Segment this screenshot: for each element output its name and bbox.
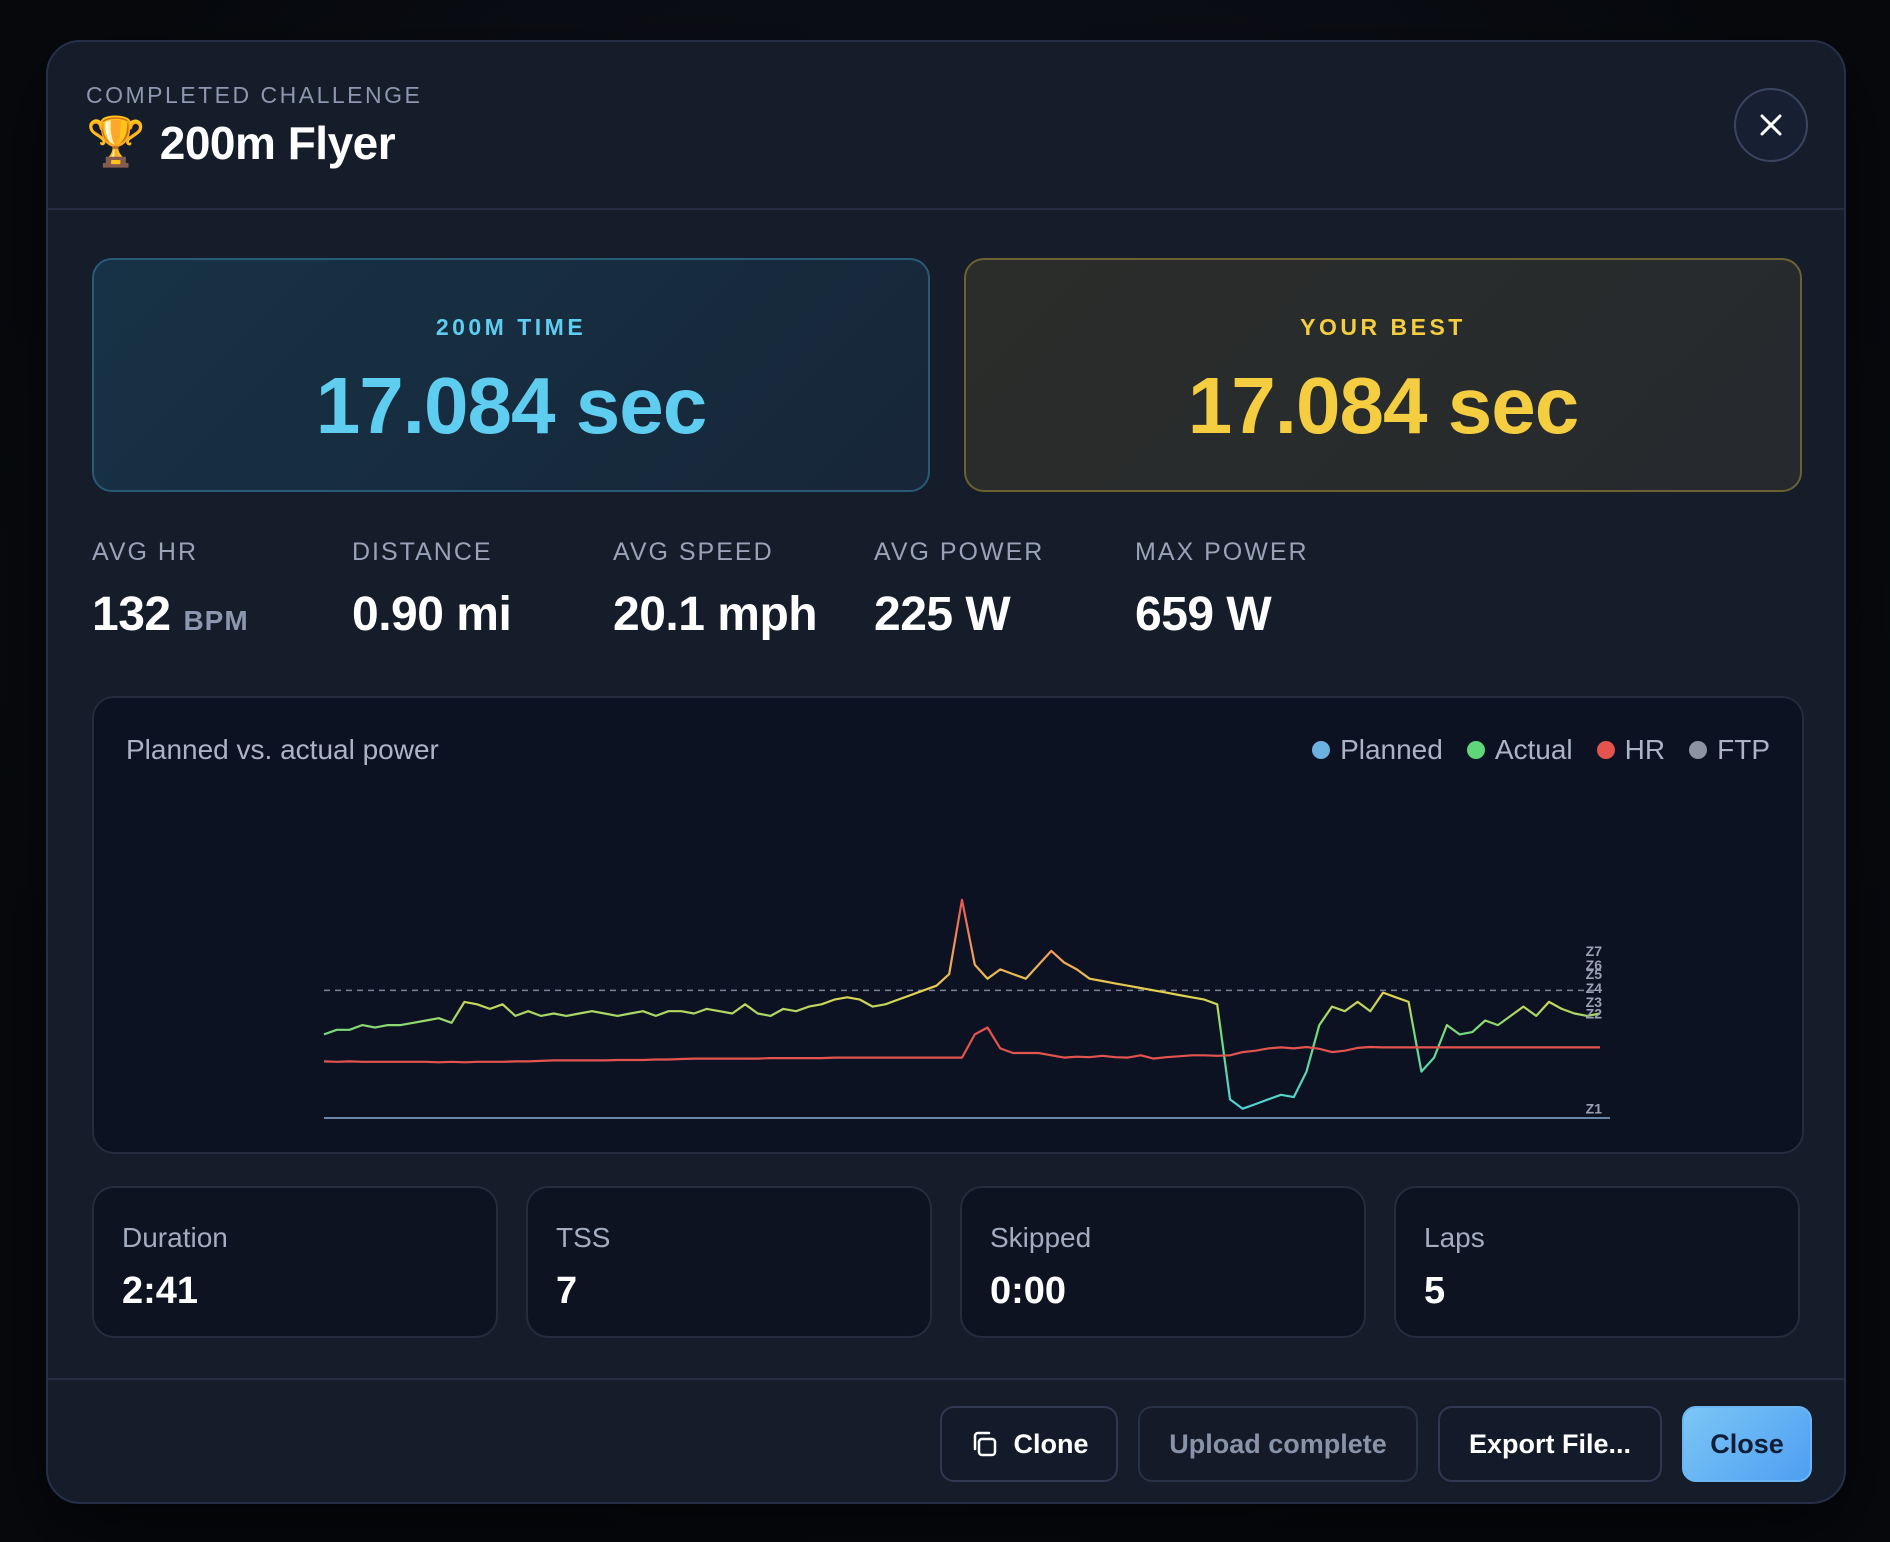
stat-avg-hr: AVG HR 132 BPM (92, 538, 249, 642)
stat-label: AVG SPEED (613, 538, 774, 566)
series-line-hr (323, 1026, 1600, 1064)
legend-label: FTP (1717, 734, 1770, 765)
summary-value: 2:41 (122, 1270, 199, 1312)
clone-label: Clone (1013, 1428, 1089, 1459)
summary-skipped: Skipped 0:00 (960, 1186, 1366, 1338)
time-value: 17.084 sec (315, 361, 707, 450)
stat-label: MAX POWER (1135, 538, 1309, 566)
stat-number: 132 (92, 588, 171, 641)
zone-label: Z1 (1586, 1101, 1603, 1117)
summary-duration: Duration 2:41 (92, 1186, 498, 1338)
legend-item-planned: Planned (1312, 734, 1443, 766)
dialog-title: 200m Flyer (159, 117, 396, 169)
dialog-footer (48, 1378, 1844, 1502)
challenge-result-dialog: COMPLETED CHALLENGE 🏆 200m Flyer 200M TI… (46, 40, 1846, 1504)
stat-unit: BPM (183, 605, 249, 636)
stat-label: AVG POWER (874, 538, 1045, 566)
summary-tss: TSS 7 (526, 1186, 932, 1338)
time-label: 200M TIME (435, 314, 587, 340)
legend-item-ftp: FTP (1689, 734, 1770, 766)
stat-max-power: MAX POWER 659 W (1135, 538, 1309, 642)
export-file-button[interactable]: Export File... (1438, 1406, 1662, 1482)
zone-label: Z2 (1586, 1006, 1603, 1022)
title-row: 🏆 200m Flyer (86, 116, 396, 170)
zone-label: Z6 (1586, 957, 1603, 973)
legend-dot (1312, 741, 1331, 759)
legend-label: Actual (1494, 734, 1573, 765)
close-dialog-button[interactable] (1734, 88, 1808, 162)
summary-label: Duration (122, 1222, 228, 1253)
copy-icon (974, 1431, 997, 1457)
summary-value: 5 (1424, 1270, 1446, 1312)
time-card: 200M TIME 17.084 sec (92, 258, 930, 492)
stat-label: DISTANCE (352, 538, 493, 566)
summary-value: 0:00 (990, 1270, 1067, 1312)
summary-label: Laps (1424, 1222, 1485, 1253)
stat-avg-power: AVG POWER 225 W (874, 538, 1044, 642)
clone-button[interactable]: Clone (940, 1406, 1118, 1482)
zone-label: Z5 (1586, 966, 1603, 982)
stats-row: AVG HR 132 BPM DISTANCE 0.90 mi AVG SPEE… (92, 538, 1392, 648)
dialog-eyebrow: COMPLETED CHALLENGE (86, 82, 423, 108)
best-card: YOUR BEST 17.084 sec (964, 258, 1802, 492)
summary-label: Skipped (990, 1222, 1092, 1253)
upload-complete-button[interactable]: Upload complete (1138, 1406, 1418, 1482)
stat-value: 0.90 mi (352, 588, 512, 641)
legend-dot (1596, 741, 1615, 759)
stat-distance: DISTANCE 0.90 mi (352, 538, 512, 642)
legend-label: HR (1624, 734, 1666, 765)
legend-item-actual: Actual (1466, 734, 1573, 766)
close-button[interactable]: Close (1682, 1406, 1812, 1482)
stat-value: 20.1 mph (613, 588, 818, 641)
zone-label: Z7 (1586, 943, 1603, 959)
summary-value: 7 (556, 1270, 578, 1312)
legend-label: Planned (1340, 734, 1443, 765)
stat-value: 225 W (874, 588, 1011, 641)
best-value: 17.084 sec (1187, 361, 1579, 450)
legend-dot (1466, 741, 1485, 759)
chart-legend: Planned Actual HR FTP (1312, 734, 1770, 766)
legend-dot (1689, 741, 1708, 759)
summary-laps: Laps 5 (1394, 1186, 1800, 1338)
stat-label: AVG HR (92, 538, 198, 566)
stat-value: 659 W (1135, 588, 1272, 641)
series-line-actual (323, 898, 1601, 1110)
best-label: YOUR BEST (1300, 314, 1466, 340)
power-chart-card: Planned vs. actual power Planned Actual … (92, 696, 1804, 1154)
stat-value: 132 BPM (92, 587, 249, 642)
stat-avg-speed: AVG SPEED 20.1 mph (613, 538, 818, 642)
zone-label: Z3 (1586, 994, 1603, 1010)
legend-item-hr: HR (1596, 734, 1666, 766)
zone-label: Z4 (1586, 980, 1603, 996)
trophy-icon: 🏆 (86, 116, 146, 169)
dialog-header: COMPLETED CHALLENGE 🏆 200m Flyer (48, 42, 1844, 210)
summary-label: TSS (556, 1222, 611, 1253)
close-icon (1760, 114, 1782, 136)
chart-title: Planned vs. actual power (126, 734, 439, 765)
